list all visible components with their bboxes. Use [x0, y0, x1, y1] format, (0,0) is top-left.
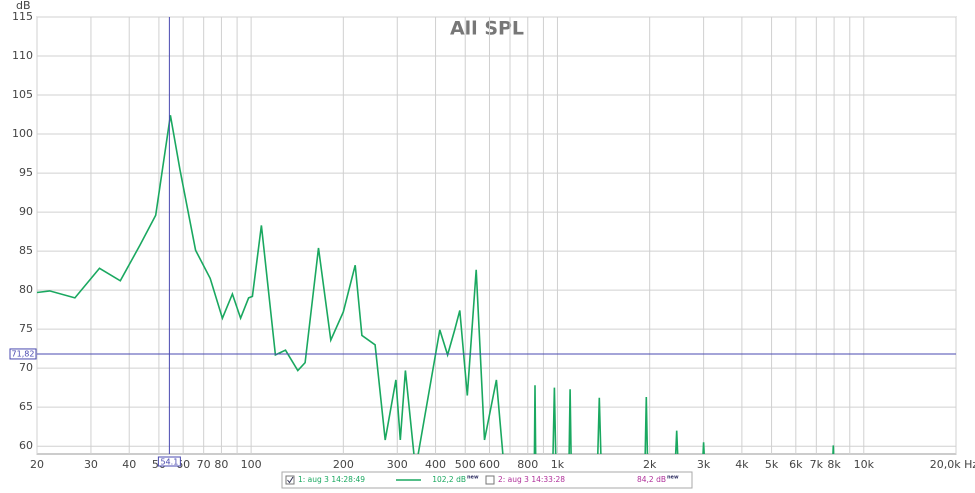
x-tick-label: 100 [241, 458, 262, 471]
x-tick-label: 70 [197, 458, 211, 471]
legend-level: 84,2 dB [637, 475, 666, 484]
y-tick-label: 115 [12, 10, 33, 23]
x-tick-label: 40 [122, 458, 136, 471]
y-tick-label: 100 [12, 127, 33, 140]
y-tick-label: 110 [12, 49, 33, 62]
legend-level: 102,2 dB [432, 475, 466, 484]
y-tick-label: 105 [12, 88, 33, 101]
legend-badge: new [467, 475, 479, 481]
cursor-x-label: 54.1 [160, 458, 178, 467]
legend-check [287, 476, 294, 484]
legend-name: 2: aug 3 14:33:28 [498, 475, 565, 484]
spl-curve [37, 115, 835, 454]
x-tick-label: 3k [697, 458, 711, 471]
legend-badge: new [667, 475, 679, 481]
x-tick-label: 600 [479, 458, 500, 471]
legend-name: 1: aug 3 14:28:49 [298, 475, 365, 484]
x-tick-label: 7k [810, 458, 824, 471]
x-tick-label: 8k [827, 458, 841, 471]
x-tick-label: 500 [455, 458, 476, 471]
x-tick-label: 4k [735, 458, 749, 471]
y-axis-label: dB [16, 0, 31, 12]
x-tick-label: 30 [84, 458, 98, 471]
cursor-y-label: 71,82 [12, 349, 35, 358]
x-tick-label: 200 [333, 458, 354, 471]
x-tick-label: 10k [854, 458, 875, 471]
x-tick-label: 80 [214, 458, 228, 471]
x-tick-label: 5k [765, 458, 779, 471]
x-tick-label: 20 [30, 458, 44, 471]
y-tick-label: 95 [19, 166, 33, 179]
cursor-y-box [9, 348, 37, 360]
x-tick-label: 6k [789, 458, 803, 471]
cursor-x-box [157, 456, 181, 467]
x-tick-label: 400 [425, 458, 446, 471]
x-tick-label: 800 [517, 458, 538, 471]
y-tick-label: 65 [19, 400, 33, 413]
legend-checkbox[interactable] [285, 475, 295, 485]
y-tick-label: 90 [19, 205, 33, 218]
legend-checkbox[interactable] [485, 475, 495, 485]
y-tick-label: 80 [19, 283, 33, 296]
x-tick-label: 2k [643, 458, 657, 471]
x-tick-label: 1k [551, 458, 565, 471]
y-tick-label: 85 [19, 244, 33, 257]
y-tick-label: 60 [19, 439, 33, 452]
x-tick-label: 300 [387, 458, 408, 471]
y-tick-label: 75 [19, 322, 33, 335]
y-tick-label: 70 [19, 361, 33, 374]
x-tick-label: 20,0k Hz [930, 458, 975, 471]
chart-title: All SPL [450, 18, 524, 40]
